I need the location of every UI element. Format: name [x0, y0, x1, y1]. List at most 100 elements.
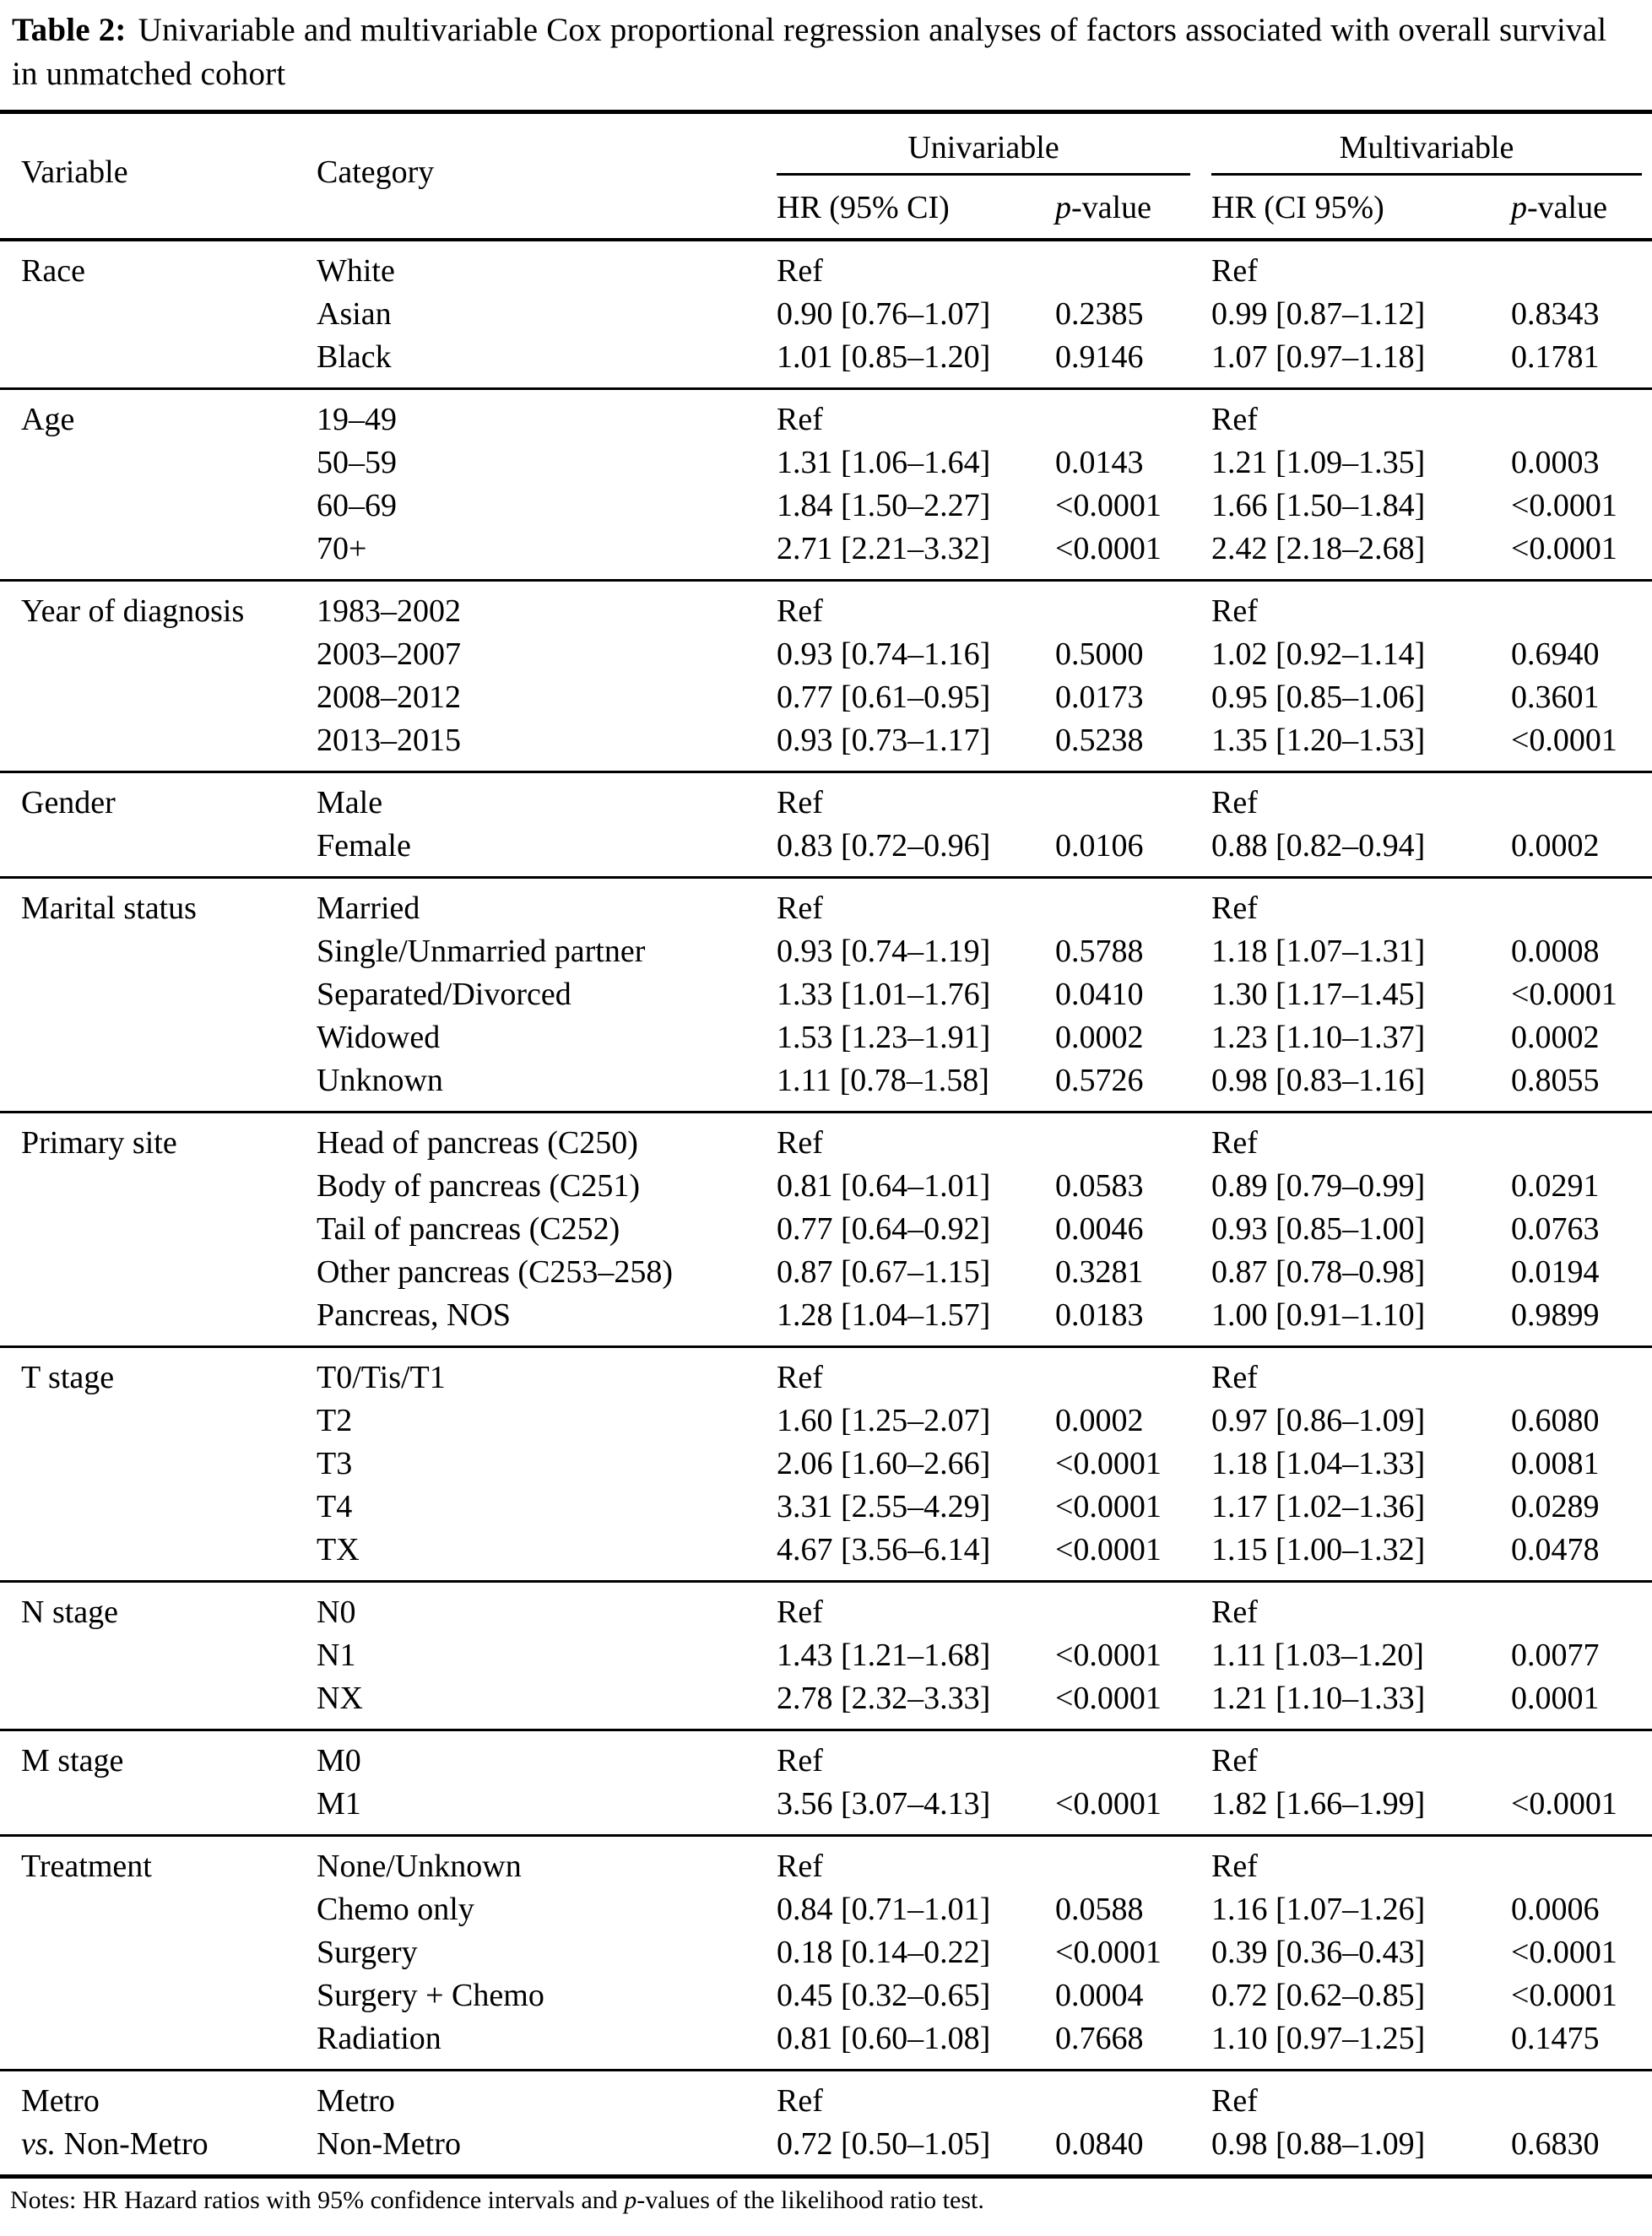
uni-hr-cell: 1.01 [0.85–1.20]: [777, 339, 991, 375]
variable-cell: Primary site: [21, 1125, 177, 1161]
multi-p-value-cell: 0.6830: [1511, 2126, 1600, 2162]
multi-p-value-cell: 0.0008: [1511, 934, 1600, 969]
uni-hr-cell: 1.53 [1.23–1.91]: [777, 1020, 991, 1055]
multi-hr-cell: Ref: [1211, 253, 1258, 289]
variable-cell: [0, 1931, 295, 1974]
notes-text: Notes: HR Hazard ratios with 95% confide…: [10, 2186, 625, 2214]
table-row: Race White Ref Ref: [0, 240, 1652, 293]
variable-cell: [0, 719, 295, 772]
table-row: NX 2.78 [2.32–3.33] <0.0001 1.21 [1.10–1.33…: [0, 1677, 1652, 1730]
results-table: Variable Category Univariable Multivaria…: [0, 110, 1652, 2179]
uni-p-value-cell: 0.5788: [1055, 934, 1144, 969]
multi-p-value-cell: [1490, 581, 1652, 634]
multi-hr-cell: 1.30 [1.17–1.45]: [1211, 977, 1426, 1012]
table-caption-text: Univariable and multivariable Cox propor…: [12, 12, 1607, 92]
uni-p-value-cell: [1034, 1582, 1190, 1635]
multi-p-value-cell: <0.0001: [1511, 1935, 1617, 1970]
variable-cell: [0, 485, 295, 528]
category-cell: 60–69: [317, 488, 397, 523]
multi-p-value-cell: [1490, 1730, 1652, 1784]
category-cell: Non-Metro: [317, 2126, 461, 2162]
table-row: N1 1.43 [1.21–1.68] <0.0001 1.11 [1.03–1.20…: [0, 1634, 1652, 1677]
variable-cell: M stage: [21, 1743, 124, 1779]
table-row: 2003–2007 0.93 [0.74–1.16] 0.5000 1.02 [0.9…: [0, 633, 1652, 676]
uni-hr-cell: Ref: [777, 1743, 823, 1779]
category-cell: Body of pancreas (C251): [317, 1168, 641, 1204]
multi-p-value-cell: 0.0003: [1511, 445, 1600, 480]
table-row: Year of diagnosis 1983–2002 Ref Ref: [0, 581, 1652, 634]
uni-p-value-cell: [1034, 240, 1190, 293]
uni-p-value-cell: <0.0001: [1055, 1489, 1162, 1524]
variable-cell: [0, 973, 295, 1016]
multi-hr-cell: 1.18 [1.04–1.33]: [1211, 1446, 1426, 1481]
multi-hr-cell: 0.98 [0.83–1.16]: [1211, 1063, 1426, 1098]
multi-p-value-cell: 0.0478: [1511, 1532, 1600, 1567]
multi-p-value-cell: <0.0001: [1511, 1786, 1617, 1822]
univariable-spanner-rule: Univariable: [777, 129, 1190, 176]
table-row: T stage T0/Tis/T1 Ref Ref: [0, 1347, 1652, 1400]
variable-cell: N stage: [21, 1594, 119, 1630]
notes-text-rest: -values of the likelihood ratio test.: [636, 2186, 984, 2214]
multi-p-value-cell: [1490, 772, 1652, 826]
univariable-column-group-header: Univariable: [756, 112, 1190, 176]
table-row: TX 4.67 [3.56–6.14] <0.0001 1.15 [1.00–1.32…: [0, 1529, 1652, 1582]
variable-cell: [0, 633, 295, 676]
variable-group: Gender Male Ref Ref Female 0.83 [0.72–0.96] 0.…: [0, 772, 1652, 878]
uni-hr-cell: Ref: [777, 891, 823, 926]
variable-group: Metro Metro Ref Ref vs. Non-Metro Non-Metro 0.…: [0, 2070, 1652, 2177]
multi-hr-cell: 0.99 [0.87–1.12]: [1211, 296, 1426, 332]
variable-cell: [0, 1400, 295, 1443]
uni-p-value-cell: 0.5726: [1055, 1063, 1144, 1098]
multi-p-value-cell: <0.0001: [1511, 1978, 1617, 2013]
uni-hr-cell: 0.77 [0.64–0.92]: [777, 1211, 991, 1247]
uni-p-value-cell: 0.3281: [1055, 1254, 1144, 1290]
uni-hr-cell: 0.93 [0.74–1.16]: [777, 636, 991, 672]
table-row: Asian 0.90 [0.76–1.07] 0.2385 0.99 [0.87–1.…: [0, 293, 1652, 336]
category-cell: Pancreas, NOS: [317, 1297, 512, 1333]
multi-hr-cell: 0.97 [0.86–1.09]: [1211, 1403, 1426, 1438]
multi-hr-cell: 1.82 [1.66–1.99]: [1211, 1786, 1426, 1822]
uni-hr-cell: 0.77 [0.61–0.95]: [777, 679, 991, 715]
multi-p-value-cell: [1490, 240, 1652, 293]
uni-hr-cell: Ref: [777, 785, 823, 820]
uni-p-value-cell: 0.0004: [1055, 1978, 1144, 2013]
category-cell: Black: [317, 339, 392, 375]
category-cell: 2003–2007: [317, 636, 461, 672]
uni-hr-cell: 1.11 [0.78–1.58]: [777, 1063, 989, 1098]
multi-hr-cell: 0.72 [0.62–0.85]: [1211, 1978, 1426, 2013]
table-row: 50–59 1.31 [1.06–1.64] 0.0143 1.21 [1.09–1.…: [0, 441, 1652, 485]
uni-hr-cell: 3.56 [3.07–4.13]: [777, 1786, 991, 1822]
variable-cell: [0, 2017, 295, 2071]
uni-hr-cell: Ref: [777, 1125, 823, 1161]
multi-hr-cell: 1.10 [0.97–1.25]: [1211, 2021, 1426, 2056]
variable-column-header: Variable: [0, 111, 295, 241]
uni-hr-cell: 0.72 [0.50–1.05]: [777, 2126, 991, 2162]
uni-p-value-cell: 0.0183: [1055, 1297, 1144, 1333]
category-cell: Separated/Divorced: [317, 977, 571, 1012]
table-row: 2013–2015 0.93 [0.73–1.17] 0.5238 1.35 [1.2…: [0, 719, 1652, 772]
multi-p-value-cell: 0.0081: [1511, 1446, 1600, 1481]
multi-hr-cell: 1.02 [0.92–1.14]: [1211, 636, 1426, 672]
category-column-header: Category: [295, 111, 756, 241]
table-row: Tail of pancreas (C252) 0.77 [0.64–0.92] 0…: [0, 1208, 1652, 1251]
uni-p-value-cell: <0.0001: [1055, 1532, 1162, 1567]
multi-hr-cell: 1.35 [1.20–1.53]: [1211, 723, 1426, 758]
variable-cell: [0, 1634, 295, 1677]
multi-hr-cell: 1.17 [1.02–1.36]: [1211, 1489, 1426, 1524]
variable-group: Race White Ref Ref Asian 0.90 [0.76–1.07] 0.23…: [0, 240, 1652, 389]
table-row: M stage M0 Ref Ref: [0, 1730, 1652, 1784]
uni-hr-cell: Ref: [777, 2083, 823, 2119]
uni-p-value-cell: 0.0046: [1055, 1211, 1144, 1247]
table-row: Body of pancreas (C251) 0.81 [0.64–1.01] 0…: [0, 1165, 1652, 1208]
multi-p-value-cell: 0.0002: [1511, 1020, 1600, 1055]
multi-p-value-cell: 0.0002: [1511, 828, 1600, 864]
uni-hr-cell: 1.31 [1.06–1.64]: [777, 445, 991, 480]
variable-cell: vs. Non-Metro: [21, 2126, 209, 2162]
multi-hr-cell: 0.93 [0.85–1.00]: [1211, 1211, 1426, 1247]
table-row: T2 1.60 [1.25–2.07] 0.0002 0.97 [0.86–1.09]…: [0, 1400, 1652, 1443]
uni-p-value-cell: 0.0002: [1055, 1020, 1144, 1055]
uni-p-value-cell: [1034, 581, 1190, 634]
uni-hr-cell: 1.33 [1.01–1.76]: [777, 977, 991, 1012]
uni-hr-cell: 0.45 [0.32–0.65]: [777, 1978, 991, 2013]
